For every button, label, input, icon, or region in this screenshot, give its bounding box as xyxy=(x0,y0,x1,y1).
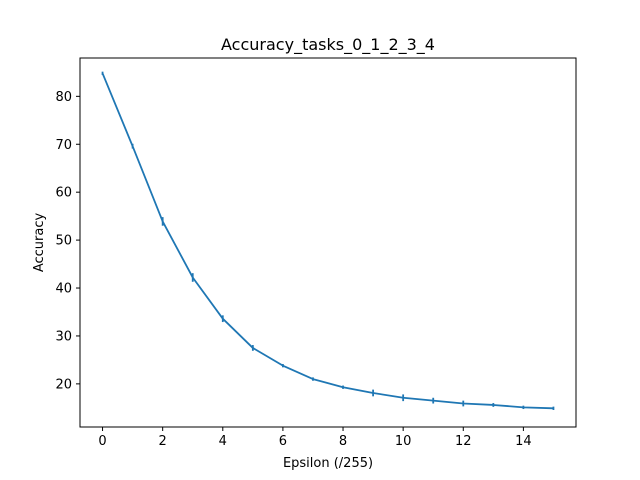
x-tick-label: 2 xyxy=(159,434,167,449)
x-tick-label: 4 xyxy=(219,434,227,449)
x-tick-label: 6 xyxy=(279,434,287,449)
y-tick-label: 40 xyxy=(55,282,72,297)
y-tick-label: 50 xyxy=(55,234,72,249)
y-tick-label: 30 xyxy=(55,329,72,344)
axes-frame xyxy=(79,57,577,428)
plot-area xyxy=(101,71,555,410)
axis-ticks: 0 2 4 6 8 10 12 14 20 30 40 50 60 70 80 xyxy=(55,90,531,449)
y-tick-label: 60 xyxy=(55,186,72,201)
chart-title: Accuracy_tasks_0_1_2_3_4 xyxy=(221,35,435,55)
x-tick-label: 0 xyxy=(98,434,106,449)
x-axis-label: Epsilon (/255) xyxy=(283,456,373,471)
y-axis-label: Accuracy xyxy=(32,213,47,273)
x-tick-label: 10 xyxy=(395,434,412,449)
x-tick-label: 8 xyxy=(339,434,347,449)
x-tick-label: 12 xyxy=(455,434,472,449)
x-tick-label: 14 xyxy=(515,434,532,449)
y-tick-label: 20 xyxy=(55,377,72,392)
y-tick-label: 70 xyxy=(55,138,72,153)
y-tick-label: 80 xyxy=(55,90,72,105)
series-line xyxy=(101,72,554,410)
